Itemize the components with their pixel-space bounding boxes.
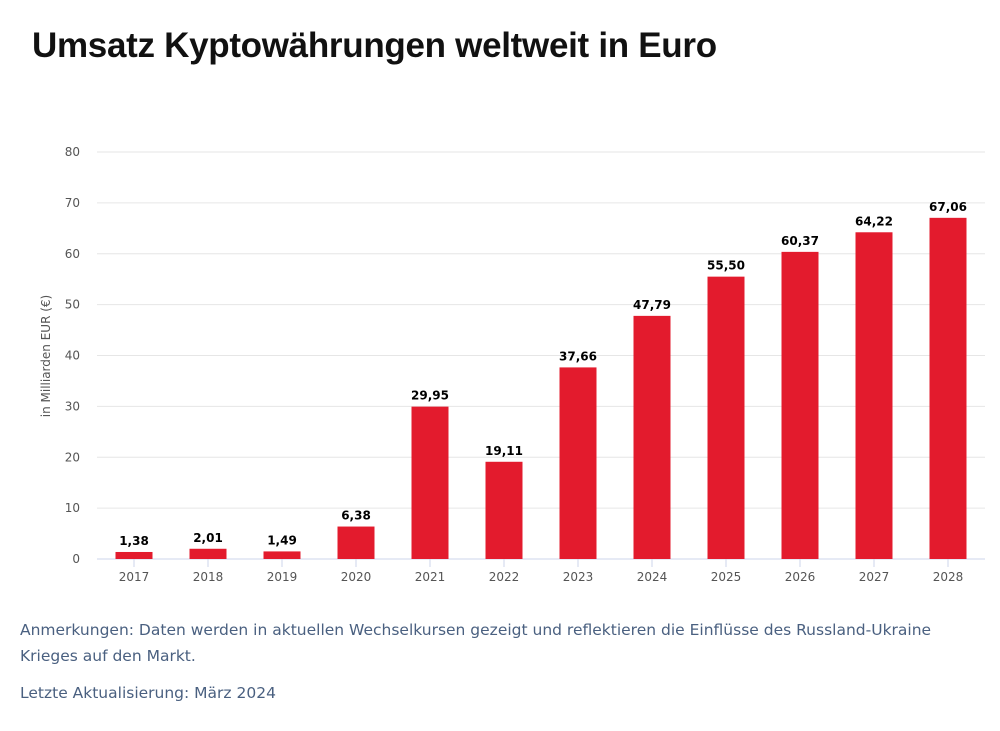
x-tick-label: 2017 <box>119 570 150 584</box>
y-tick-label: 20 <box>65 450 80 464</box>
x-tick-label: 2022 <box>489 570 520 584</box>
y-axis-label: in Milliarden EUR (€) <box>39 295 53 417</box>
x-tick-label: 2023 <box>563 570 594 584</box>
data-label: 1,49 <box>267 533 297 547</box>
data-label: 64,22 <box>855 214 893 228</box>
data-label: 29,95 <box>411 389 449 403</box>
y-tick-label: 50 <box>65 298 80 312</box>
bar <box>411 406 449 559</box>
data-label: 1,38 <box>119 534 149 548</box>
bar <box>929 217 967 559</box>
data-label: 47,79 <box>633 298 671 312</box>
y-tick-label: 10 <box>65 501 80 515</box>
bar-chart: 0 10 20 30 40 50 60 70 80 in Milliarden EUR (€) 20… <box>39 145 985 584</box>
bar <box>115 551 153 559</box>
x-tick-label: 2025 <box>711 570 742 584</box>
bar <box>855 232 893 559</box>
x-tick-label: 2018 <box>193 570 224 584</box>
y-tick-label: 40 <box>65 349 80 363</box>
chart-title: Umsatz Kyptowährungen weltweit in Euro <box>32 26 717 65</box>
bar <box>485 461 523 559</box>
bar <box>707 276 745 559</box>
data-label: 37,66 <box>559 349 597 363</box>
y-tick-label: 0 <box>72 552 80 566</box>
x-tick-label: 2024 <box>637 570 668 584</box>
data-label: 60,37 <box>781 234 819 248</box>
y-tick-label: 70 <box>65 196 80 210</box>
bar <box>633 315 671 559</box>
data-label: 55,50 <box>707 259 745 273</box>
x-tick-label: 2021 <box>415 570 446 584</box>
x-tick-label: 2019 <box>267 570 298 584</box>
bar <box>189 548 227 559</box>
x-tick-label: 2020 <box>341 570 372 584</box>
y-tick-label: 30 <box>65 399 80 413</box>
bar <box>559 367 597 559</box>
x-tick-label: 2027 <box>859 570 890 584</box>
data-label: 2,01 <box>193 531 223 545</box>
bar <box>337 526 375 559</box>
bar <box>263 551 301 559</box>
bar <box>781 251 819 560</box>
data-label: 6,38 <box>341 509 371 523</box>
y-tick-label: 80 <box>65 145 80 159</box>
last-updated-note: Letzte Aktualisierung: März 2024 <box>20 684 276 702</box>
remarks-note: Anmerkungen: Daten werden in aktuellen W… <box>20 621 932 665</box>
data-label: 67,06 <box>929 200 967 214</box>
x-tick-label: 2026 <box>785 570 816 584</box>
y-tick-label: 60 <box>65 247 80 261</box>
data-label: 19,11 <box>485 444 523 458</box>
x-tick-label: 2028 <box>933 570 964 584</box>
